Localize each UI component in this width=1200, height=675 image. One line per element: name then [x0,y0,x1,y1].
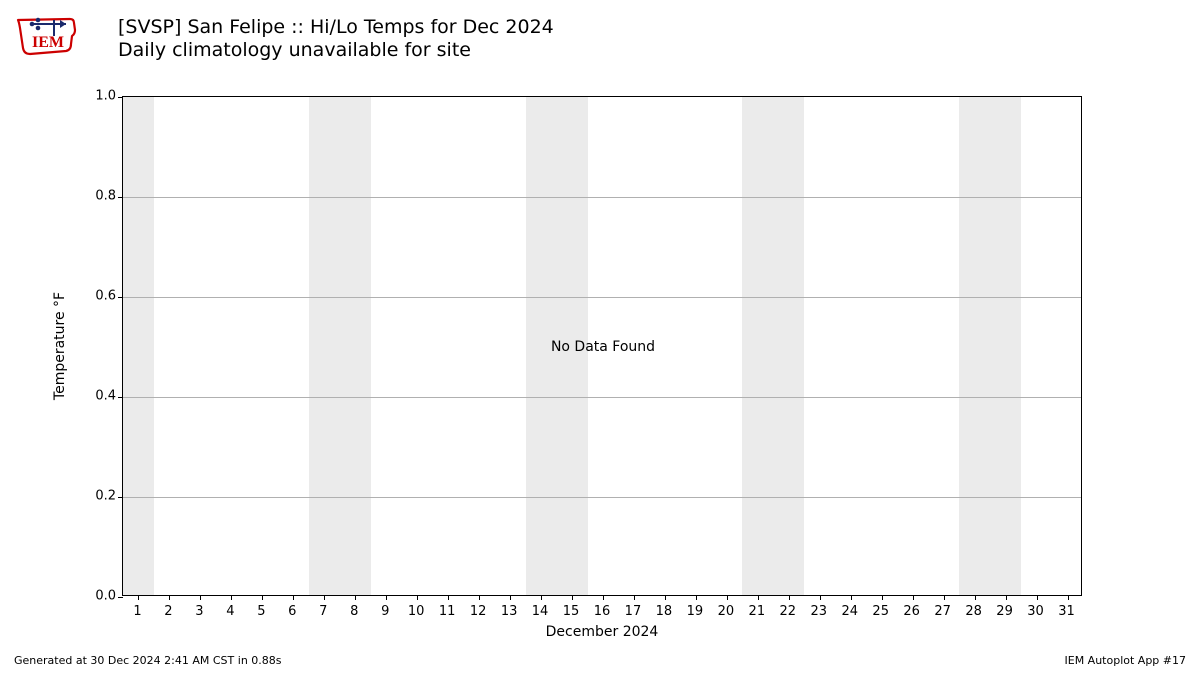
x-tick-label: 16 [594,604,611,619]
x-tick-label: 19 [687,604,704,619]
gridline [123,197,1081,198]
x-tick-mark [1006,595,1007,600]
x-tick-label: 12 [470,604,487,619]
weekend-band [309,97,371,595]
x-tick-mark [200,595,201,600]
x-tick-label: 17 [625,604,642,619]
x-tick-label: 23 [810,604,827,619]
x-tick-mark [262,595,263,600]
chart-title-block: [SVSP] San Felipe :: Hi/Lo Temps for Dec… [118,16,554,62]
x-tick-label: 15 [563,604,580,619]
x-tick-mark [169,595,170,600]
chart-title-line2: Daily climatology unavailable for site [118,39,554,62]
x-tick-label: 1 [133,604,141,619]
x-tick-mark [510,595,511,600]
x-tick-label: 29 [996,604,1013,619]
x-tick-mark [417,595,418,600]
y-tick-mark [118,397,123,398]
x-tick-label: 11 [439,604,456,619]
temperature-chart: No Data Found [122,96,1082,596]
x-tick-mark [1068,595,1069,600]
x-tick-mark [386,595,387,600]
x-tick-mark [603,595,604,600]
x-tick-mark [138,595,139,600]
x-tick-label: 30 [1027,604,1044,619]
no-data-message: No Data Found [551,339,655,355]
gridline [123,497,1081,498]
y-tick-label: 0.0 [76,589,116,604]
x-tick-label: 6 [288,604,296,619]
x-tick-label: 3 [195,604,203,619]
x-tick-mark [882,595,883,600]
x-tick-label: 18 [656,604,673,619]
x-tick-mark [231,595,232,600]
x-tick-label: 21 [749,604,766,619]
x-tick-label: 27 [934,604,951,619]
x-tick-mark [851,595,852,600]
x-tick-label: 13 [501,604,518,619]
x-tick-mark [634,595,635,600]
x-tick-mark [820,595,821,600]
x-tick-label: 9 [381,604,389,619]
y-axis-label: Temperature °F [52,292,68,400]
x-tick-label: 10 [408,604,425,619]
y-tick-mark [118,497,123,498]
x-tick-label: 7 [319,604,327,619]
x-tick-label: 14 [532,604,549,619]
y-tick-label: 0.8 [76,189,116,204]
y-tick-label: 0.6 [76,289,116,304]
y-tick-label: 0.4 [76,389,116,404]
x-tick-label: 22 [780,604,797,619]
weekend-band [959,97,1021,595]
gridline [123,297,1081,298]
x-tick-mark [572,595,573,600]
x-tick-mark [448,595,449,600]
x-tick-mark [944,595,945,600]
x-tick-label: 2 [164,604,172,619]
y-tick-mark [118,597,123,598]
x-tick-mark [324,595,325,600]
x-tick-mark [541,595,542,600]
x-tick-mark [479,595,480,600]
svg-text:IEM: IEM [32,34,64,51]
x-tick-mark [913,595,914,600]
x-tick-mark [758,595,759,600]
x-tick-mark [789,595,790,600]
generated-timestamp: Generated at 30 Dec 2024 2:41 AM CST in … [14,654,282,667]
y-tick-label: 1.0 [76,89,116,104]
x-tick-label: 5 [257,604,265,619]
x-tick-mark [727,595,728,600]
app-id: IEM Autoplot App #17 [1065,654,1187,667]
x-tick-label: 31 [1058,604,1075,619]
weekend-band [742,97,804,595]
x-tick-label: 24 [841,604,858,619]
x-tick-mark [696,595,697,600]
y-tick-label: 0.2 [76,489,116,504]
x-tick-label: 8 [350,604,358,619]
x-tick-mark [1037,595,1038,600]
x-tick-label: 20 [718,604,735,619]
gridline [123,397,1081,398]
x-tick-mark [665,595,666,600]
x-tick-label: 26 [903,604,920,619]
chart-title-line1: [SVSP] San Felipe :: Hi/Lo Temps for Dec… [118,16,554,39]
y-tick-mark [118,197,123,198]
weekend-band [123,97,154,595]
x-tick-mark [975,595,976,600]
x-tick-mark [355,595,356,600]
x-tick-mark [293,595,294,600]
x-tick-label: 4 [226,604,234,619]
y-tick-mark [118,97,123,98]
x-tick-label: 28 [965,604,982,619]
x-tick-label: 25 [872,604,889,619]
x-axis-label: December 2024 [546,624,659,640]
y-tick-mark [118,297,123,298]
iem-logo: IEM [14,14,78,58]
